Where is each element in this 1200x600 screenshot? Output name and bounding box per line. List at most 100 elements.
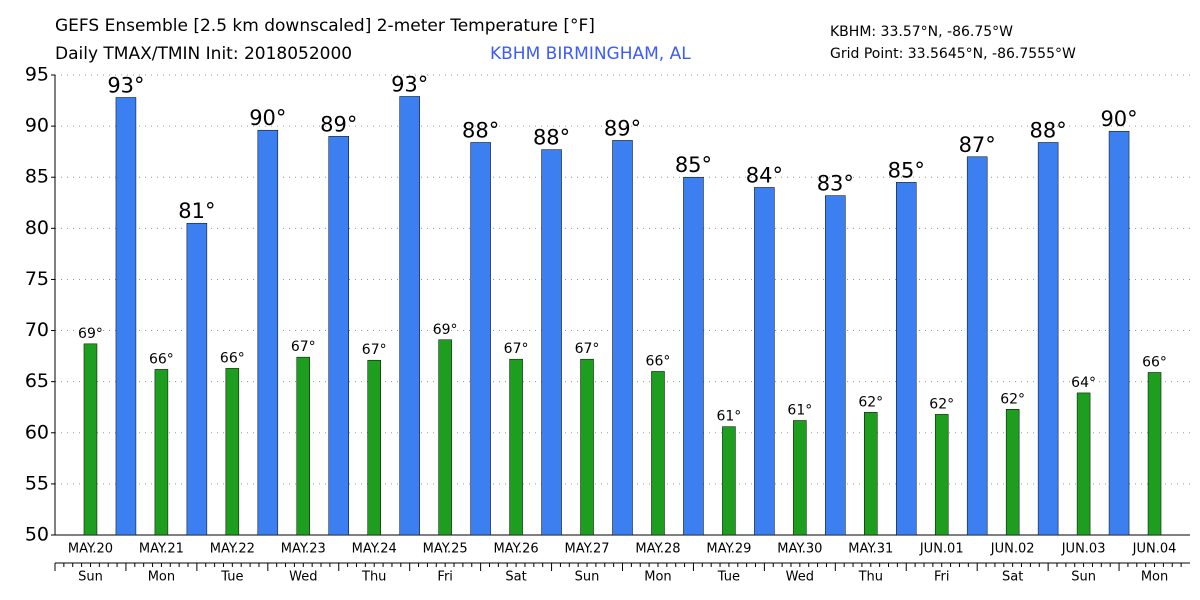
bar	[651, 371, 665, 536]
y-tick-label: 55	[25, 472, 49, 494]
value-label: 81°	[178, 199, 215, 223]
weekday-label: Mon	[148, 570, 175, 585]
x-tick-label: MAY.30	[777, 542, 822, 557]
value-label: 88°	[1030, 118, 1067, 142]
x-tick-label: MAY.25	[423, 542, 468, 557]
x-tick-label: MAY.21	[139, 542, 184, 557]
weekday-label: Wed	[289, 570, 317, 585]
value-label: 87°	[959, 133, 996, 157]
value-label: 66°	[149, 351, 174, 367]
y-tick-label: 85	[25, 166, 49, 188]
bar	[115, 97, 137, 536]
weekday-label: Tue	[220, 570, 243, 585]
y-tick-label: 95	[25, 64, 49, 86]
bar	[1037, 142, 1059, 536]
y-tick-label: 65	[25, 370, 49, 392]
bar	[825, 195, 846, 536]
bar	[83, 343, 98, 536]
bar	[296, 356, 311, 536]
value-label: 69°	[433, 322, 458, 338]
value-label: 61°	[787, 403, 812, 419]
bar	[934, 414, 949, 536]
weekday-label: Fri	[934, 570, 950, 585]
x-tick-label: MAY.26	[494, 542, 539, 557]
bar	[864, 412, 878, 536]
value-label: 67°	[362, 342, 387, 358]
bar	[1076, 392, 1091, 536]
bar	[154, 369, 169, 536]
x-tick-label: MAY.31	[848, 542, 893, 557]
value-label: 66°	[220, 350, 245, 366]
x-tick-label: MAY.22	[210, 542, 255, 557]
value-label: 93°	[391, 72, 428, 96]
value-label: 93°	[107, 73, 144, 97]
value-label: 85°	[675, 153, 712, 177]
value-label: 66°	[646, 353, 671, 369]
value-label: 62°	[858, 394, 883, 410]
x-tick-label: MAY.24	[352, 542, 397, 557]
y-tick-label: 90	[25, 115, 49, 137]
value-label: 66°	[1142, 354, 1167, 370]
value-label: 88°	[533, 126, 570, 150]
station-name: KBHM BIRMINGHAM, AL	[490, 44, 691, 64]
x-tick-label: MAY.20	[68, 542, 113, 557]
weekday-label: Sun	[1071, 570, 1096, 585]
chart-subtitle: Daily TMAX/TMIN Init: 2018052000	[55, 44, 352, 64]
bar	[754, 187, 775, 536]
x-tick-label: MAY.29	[706, 542, 751, 557]
grid-point: Grid Point: 33.5645°N, -86.7555°W	[830, 46, 1076, 62]
x-tick-label: JUN.02	[990, 542, 1035, 557]
y-tick-label: 80	[25, 217, 49, 239]
value-label: 64°	[1071, 375, 1096, 391]
weekday-label: Thu	[858, 570, 883, 585]
bar	[1108, 130, 1130, 536]
weekday-label: Thu	[361, 570, 386, 585]
weekday-label: Sun	[78, 570, 103, 585]
x-tick-label: JUN.03	[1061, 542, 1106, 557]
bar	[367, 359, 381, 536]
value-label: 90°	[1100, 107, 1137, 131]
value-label: 83°	[817, 172, 854, 196]
bar	[509, 358, 523, 536]
bar	[580, 358, 594, 536]
value-label: 89°	[604, 116, 641, 140]
bar	[1147, 372, 1162, 536]
bar	[438, 339, 452, 536]
y-tick-label: 50	[25, 524, 49, 546]
weekday-label: Sun	[575, 570, 600, 585]
bar	[328, 136, 349, 536]
y-tick-label: 75	[25, 268, 49, 290]
bar	[793, 420, 807, 536]
weekday-label: Wed	[786, 570, 814, 585]
bar	[683, 176, 704, 536]
value-label: 67°	[291, 339, 316, 355]
bar	[186, 222, 208, 536]
weekday-label: Mon	[644, 570, 671, 585]
value-label: 89°	[320, 112, 357, 136]
x-tick-label: MAY.28	[635, 542, 680, 557]
y-tick-label: 60	[25, 421, 49, 443]
value-label: 90°	[249, 106, 286, 130]
x-tick-label: JUN.01	[919, 542, 964, 557]
x-tick-label: JUN.04	[1132, 542, 1177, 557]
bar	[399, 96, 420, 536]
value-label: 84°	[746, 163, 783, 187]
value-label: 62°	[1000, 391, 1025, 407]
value-label: 69°	[78, 326, 103, 342]
bar	[722, 426, 736, 536]
x-tick-label: MAY.27	[564, 542, 609, 557]
weekday-label: Mon	[1141, 570, 1168, 585]
value-label: 67°	[575, 341, 600, 357]
value-label: 67°	[504, 341, 529, 357]
bar	[1005, 409, 1020, 536]
bar	[896, 182, 917, 536]
bar	[541, 149, 562, 536]
station-location: KBHM: 33.57°N, -86.75°W	[830, 24, 1013, 40]
bar	[966, 156, 988, 536]
weekday-label: Sat	[505, 570, 526, 585]
weekday-label: Tue	[717, 570, 740, 585]
value-label: 62°	[929, 396, 954, 412]
value-label: 61°	[716, 409, 741, 425]
bar	[225, 368, 240, 536]
